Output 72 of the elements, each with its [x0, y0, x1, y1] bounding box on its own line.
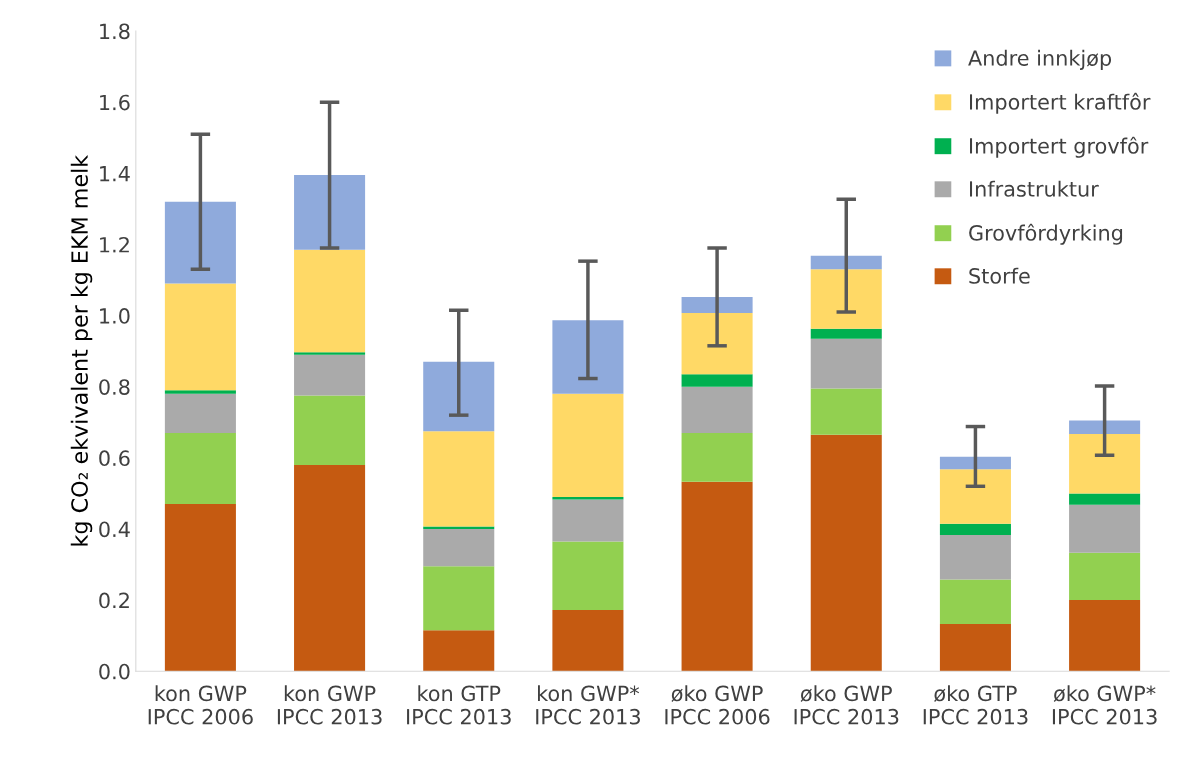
- bar: [423, 431, 495, 527]
- x-tick-label: øko GTP IPCC 2013: [923, 685, 1028, 725]
- x-tick-label: øko GWP* IPCC 2013: [1052, 685, 1157, 725]
- bar: [423, 526, 495, 529]
- bar: [681, 374, 753, 387]
- bar: [164, 393, 236, 433]
- bar: [1069, 600, 1141, 672]
- bar: [939, 623, 1011, 672]
- legend-label: Grovfôrdyrking: [969, 223, 1123, 245]
- y-tick-label: 0.6: [99, 450, 130, 467]
- bar: [294, 395, 366, 465]
- y-tick-label: 1.8: [100, 23, 130, 40]
- bar: [423, 361, 495, 432]
- y-tick-label: 1.2: [100, 236, 129, 253]
- bar: [1069, 434, 1141, 494]
- x-tick-label: kon GWP IPCC 2006: [148, 685, 253, 725]
- bar: [1069, 552, 1141, 601]
- bar: [939, 523, 1011, 536]
- bar: [294, 354, 366, 396]
- bar: [681, 481, 753, 672]
- bar: [810, 434, 882, 672]
- bar: [552, 541, 624, 611]
- legend-label: Storfe: [969, 267, 1030, 284]
- bar: [164, 432, 236, 505]
- bar: [164, 504, 236, 672]
- bar: [681, 432, 753, 482]
- x-tick-label: øko GWP IPCC 2006: [665, 685, 770, 725]
- bar: [939, 469, 1011, 524]
- bar: [164, 390, 236, 394]
- y-tick-label: 1.6: [100, 94, 130, 111]
- bar: [552, 320, 624, 394]
- legend-label: Andre innkjøp: [968, 49, 1112, 70]
- x-tick-label: kon GWP* IPCC 2013: [536, 685, 640, 725]
- bar: [423, 566, 495, 631]
- bar: [810, 388, 882, 435]
- bar: [552, 610, 624, 672]
- bar: [1069, 493, 1141, 505]
- bar: [423, 528, 495, 567]
- x-tick-label: kon GTP IPCC 2013: [407, 685, 511, 725]
- bar: [423, 630, 495, 672]
- x-tick-label: kon GWP IPCC 2013: [277, 685, 382, 725]
- y-tick-label: 1.4: [100, 166, 130, 182]
- y-tick-label: 0.0: [99, 663, 130, 680]
- bar: [552, 393, 624, 497]
- y-tick-label: 1.0: [100, 308, 130, 324]
- bar: [164, 201, 236, 284]
- bar: [681, 313, 753, 375]
- bar: [1069, 420, 1141, 435]
- bar: [810, 338, 882, 389]
- y-axis-title: kg CO₂ ekvivalent per kg EKM melk: [70, 154, 93, 546]
- bar: [939, 535, 1011, 580]
- y-tick-label: 0.4: [99, 521, 130, 538]
- legend-label: Importert grovfôr: [969, 136, 1149, 158]
- legend-label: Importert kraftfôr: [969, 92, 1151, 114]
- bar: [294, 249, 366, 353]
- bar: [681, 297, 753, 314]
- x-tick-label: øko GWP IPCC 2013: [794, 685, 899, 725]
- bar: [294, 464, 366, 672]
- bar: [939, 456, 1011, 470]
- y-tick-label: 0.8: [99, 379, 130, 395]
- y-tick-label: 0.2: [99, 592, 129, 609]
- bar: [294, 352, 366, 355]
- bar: [939, 579, 1011, 624]
- legend-label: Infrastruktur: [969, 180, 1099, 197]
- bar: [294, 175, 366, 250]
- bar: [810, 328, 882, 339]
- bar: [1069, 504, 1141, 553]
- bar: [552, 499, 624, 542]
- bar: [681, 386, 753, 433]
- bar: [810, 255, 882, 270]
- bar: [810, 269, 882, 329]
- bar: [164, 283, 236, 391]
